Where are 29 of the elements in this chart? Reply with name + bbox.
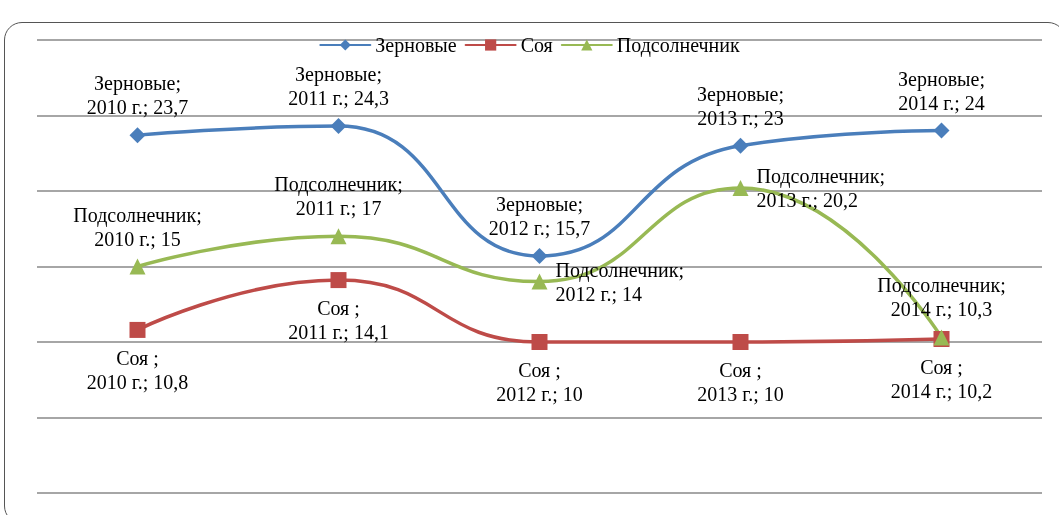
point (129, 321, 146, 338)
legend-label: Соя (520, 34, 553, 56)
data-label: Зерновые; 2014 г.; 24 (898, 67, 985, 114)
point (933, 122, 950, 139)
point (330, 118, 347, 135)
data-label: Подсолнечник; 2010 г.; 15 (73, 203, 202, 250)
point (330, 272, 347, 289)
data-label: Соя ; 2013 г.; 10 (697, 359, 784, 405)
point (531, 247, 548, 264)
data-label: Соя ; 2014 г.; 10,2 (890, 355, 993, 402)
legend-label: Подсолнечник (616, 34, 740, 57)
data-label: Зерновые; 2012 г.; 15,7 (488, 192, 591, 239)
point (330, 228, 347, 245)
point (129, 127, 146, 144)
data-label: Соя ; 2010 г.; 10,8 (86, 346, 189, 393)
point (531, 273, 548, 290)
point (531, 334, 548, 350)
data-label: Зерновые; 2010 г.; 23,7 (86, 72, 189, 119)
point (732, 334, 749, 350)
data-label: Подсолнечник; 2013 г.; 20,2 (756, 164, 885, 211)
legend-label: Зерновые (375, 34, 457, 57)
point (732, 137, 749, 154)
data-label: Зерновые; 2011 г.; 24,3 (288, 63, 389, 110)
point (732, 179, 749, 196)
data-label: Подсолнечник; 2011 г.; 17 (274, 173, 403, 220)
data-label: Соя ; 2012 г.; 10 (496, 359, 583, 405)
point (129, 258, 146, 275)
data-label: Зерновые; 2013 г.; 23 (697, 82, 784, 129)
data-label: Соя ; 2011 г.; 14,1 (288, 297, 389, 344)
